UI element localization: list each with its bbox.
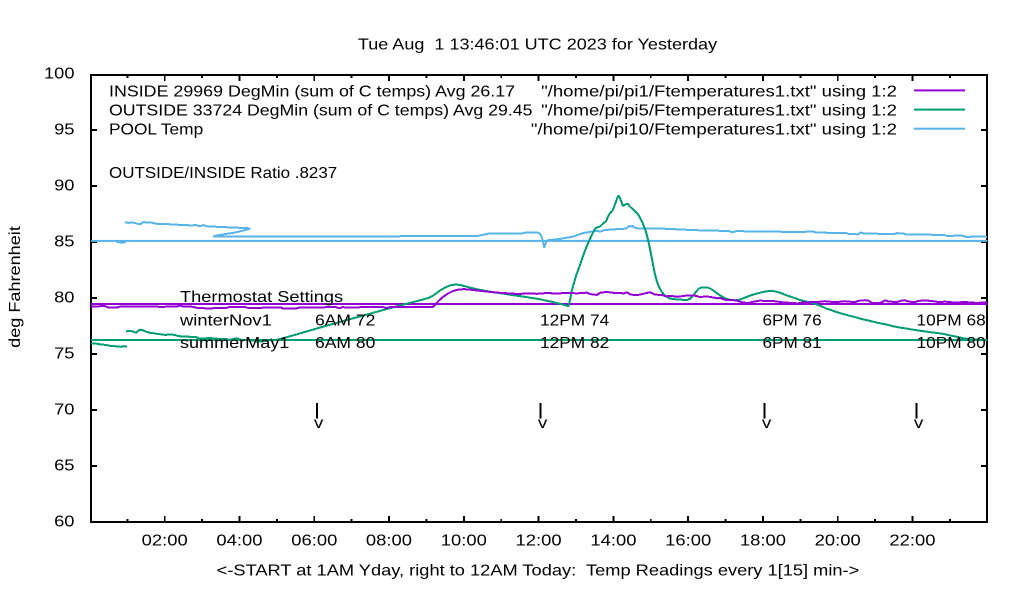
svg-text:04:00: 04:00 <box>216 533 262 550</box>
svg-text:12:00: 12:00 <box>516 533 562 550</box>
svg-text:22:00: 22:00 <box>889 533 935 550</box>
svg-text:"/home/pi/pi10/Ftemperatures1.: "/home/pi/pi10/Ftemperatures1.txt" using… <box>531 121 897 138</box>
svg-text:v: v <box>314 415 324 432</box>
svg-text:6AM 72: 6AM 72 <box>315 313 376 330</box>
svg-text:<-START at 1AM Yday, right to: <-START at 1AM Yday, right to 12AM Today… <box>217 562 860 579</box>
svg-text:OUTSIDE/INSIDE Ratio .8237: OUTSIDE/INSIDE Ratio .8237 <box>109 165 337 182</box>
svg-text:12PM 74: 12PM 74 <box>540 313 609 330</box>
svg-text:summerMay1: summerMay1 <box>180 335 289 352</box>
svg-text:20:00: 20:00 <box>815 533 861 550</box>
svg-text:v: v <box>914 415 924 432</box>
svg-text:70: 70 <box>54 402 75 419</box>
svg-text:85: 85 <box>54 234 75 251</box>
svg-text:6PM 81: 6PM 81 <box>763 335 822 352</box>
svg-text:"/home/pi/pi5/Ftemperatures1.t: "/home/pi/pi5/Ftemperatures1.txt" using … <box>541 102 897 119</box>
svg-text:95: 95 <box>54 122 75 139</box>
svg-text:v: v <box>762 415 772 432</box>
svg-text:14:00: 14:00 <box>590 533 636 550</box>
svg-text:100: 100 <box>44 66 75 83</box>
svg-text:"/home/pi/pi1/Ftemperatures1.t: "/home/pi/pi1/Ftemperatures1.txt" using … <box>541 83 897 100</box>
svg-text:16:00: 16:00 <box>665 533 711 550</box>
svg-text:75: 75 <box>54 346 75 363</box>
svg-text:65: 65 <box>54 458 75 475</box>
svg-text:6AM 80: 6AM 80 <box>315 335 376 352</box>
svg-text:6PM 76: 6PM 76 <box>763 313 822 330</box>
svg-text:POOL Temp: POOL Temp <box>109 121 203 138</box>
svg-text:INSIDE 29969 DegMin (sum of C: INSIDE 29969 DegMin (sum of C temps) Avg… <box>109 83 515 100</box>
svg-text:winterNov1: winterNov1 <box>179 313 272 330</box>
svg-text:90: 90 <box>54 178 75 195</box>
svg-text:OUTSIDE 33724 DegMin (sum of C: OUTSIDE 33724 DegMin (sum of C temps) Av… <box>109 102 533 119</box>
svg-text:deg Fahrenheit: deg Fahrenheit <box>7 226 24 348</box>
svg-text:v: v <box>538 415 548 432</box>
svg-text:08:00: 08:00 <box>366 533 412 550</box>
svg-text:Tue Aug 1 13:46:01 UTC 2023 f: Tue Aug 1 13:46:01 UTC 2023 for Yesterda… <box>358 36 717 53</box>
svg-text:06:00: 06:00 <box>291 533 337 550</box>
svg-text:80: 80 <box>54 290 75 307</box>
svg-text:10PM 80: 10PM 80 <box>917 335 986 352</box>
svg-text:18:00: 18:00 <box>740 533 786 550</box>
svg-text:Thermostat Settings: Thermostat Settings <box>180 289 343 306</box>
svg-text:60: 60 <box>54 514 75 531</box>
svg-text:10:00: 10:00 <box>441 533 487 550</box>
svg-text:02:00: 02:00 <box>142 533 188 550</box>
svg-text:10PM 68: 10PM 68 <box>917 313 986 330</box>
svg-text:12PM 82: 12PM 82 <box>540 335 609 352</box>
